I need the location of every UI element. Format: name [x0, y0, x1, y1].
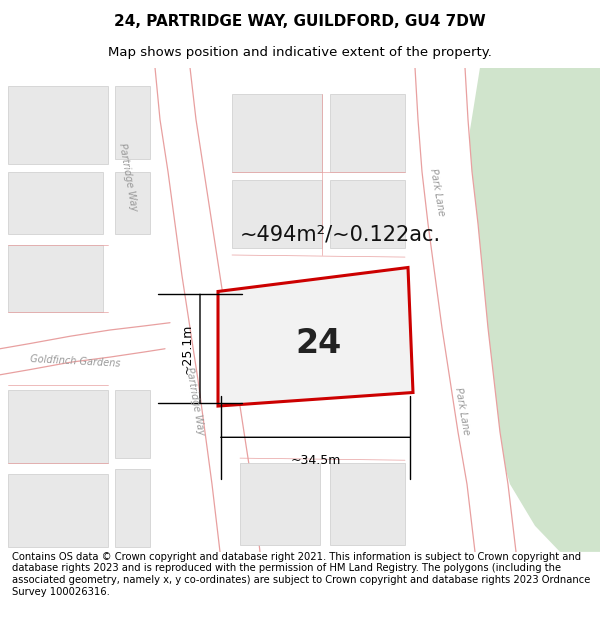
- Bar: [8, 391, 108, 463]
- Bar: [330, 94, 405, 172]
- Polygon shape: [415, 68, 516, 552]
- Text: Map shows position and indicative extent of the property.: Map shows position and indicative extent…: [108, 46, 492, 59]
- Text: Park Lane: Park Lane: [453, 387, 471, 436]
- Bar: [232, 180, 322, 248]
- Text: 24: 24: [295, 327, 341, 360]
- Bar: [330, 463, 405, 544]
- Polygon shape: [155, 68, 260, 552]
- Bar: [115, 391, 150, 458]
- Text: Park Lane: Park Lane: [428, 168, 446, 217]
- Text: Partridge Way: Partridge Way: [184, 366, 206, 436]
- Text: Partridge Way: Partridge Way: [117, 142, 139, 212]
- Bar: [330, 180, 405, 248]
- Polygon shape: [468, 68, 600, 552]
- Polygon shape: [218, 268, 413, 406]
- Text: ~494m²/~0.122ac.: ~494m²/~0.122ac.: [239, 224, 440, 244]
- Text: ~34.5m: ~34.5m: [290, 454, 341, 467]
- Polygon shape: [0, 322, 170, 375]
- Bar: [232, 94, 322, 172]
- Bar: [240, 463, 320, 544]
- Text: Goldfinch Gardens: Goldfinch Gardens: [29, 354, 121, 369]
- Text: ~25.1m: ~25.1m: [181, 324, 194, 374]
- Bar: [115, 469, 150, 547]
- Bar: [8, 244, 103, 312]
- Text: Contains OS data © Crown copyright and database right 2021. This information is : Contains OS data © Crown copyright and d…: [12, 552, 590, 597]
- Text: 24, PARTRIDGE WAY, GUILDFORD, GU4 7DW: 24, PARTRIDGE WAY, GUILDFORD, GU4 7DW: [114, 14, 486, 29]
- Bar: [8, 172, 103, 234]
- Bar: [8, 474, 108, 547]
- Bar: [115, 86, 150, 159]
- Bar: [115, 172, 150, 234]
- Bar: [8, 86, 108, 164]
